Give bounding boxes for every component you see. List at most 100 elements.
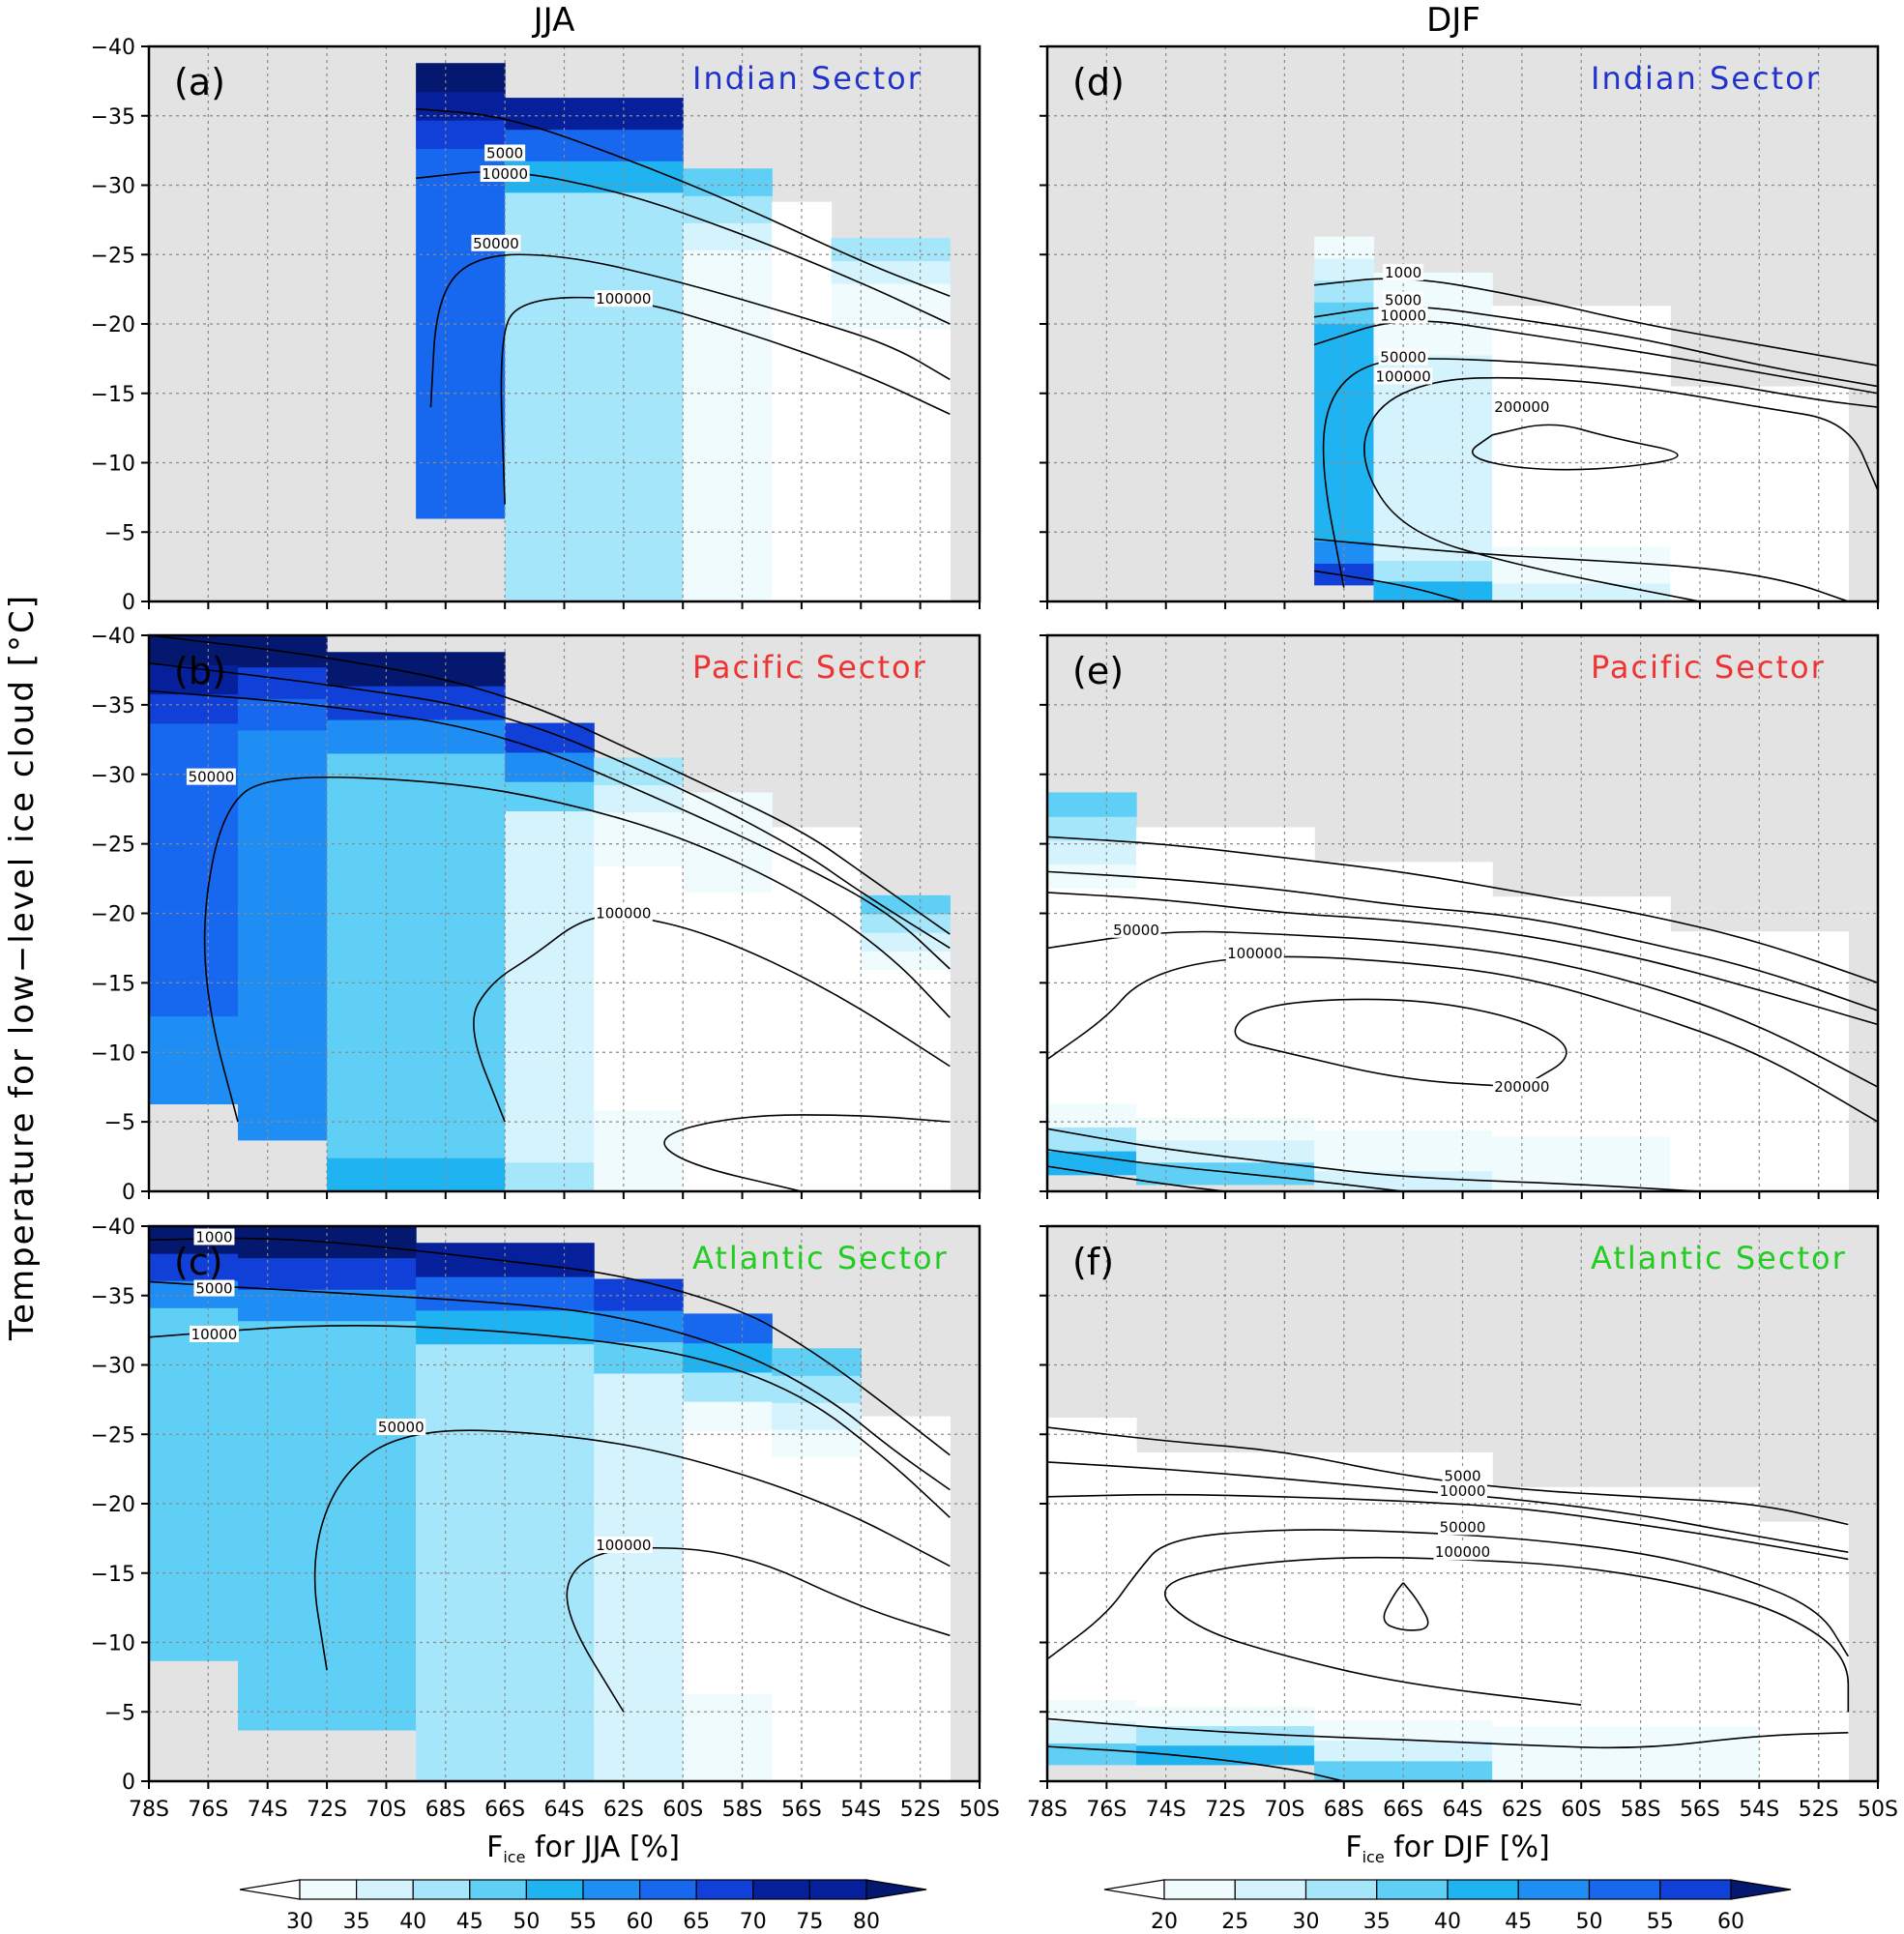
contour-label: 5000	[195, 1280, 232, 1298]
fice-cell	[149, 986, 239, 1017]
fice-cell	[594, 1082, 684, 1111]
fice-cell	[1492, 1043, 1671, 1064]
colorbar-tick-label: 75	[796, 1910, 823, 1934]
contour-label-bg	[1442, 1467, 1483, 1484]
fice-cell	[1136, 960, 1315, 984]
contour-label: 10000	[191, 1326, 238, 1343]
fice-cell	[772, 1538, 862, 1566]
fice-cell	[1373, 457, 1493, 480]
fice-cell	[683, 168, 773, 196]
fice-cell	[1047, 792, 1137, 817]
contours	[1047, 1426, 1850, 1781]
colorbar-segment	[752, 1879, 810, 1900]
fice-cell	[861, 932, 951, 952]
fice-cell	[1047, 1526, 1137, 1549]
colorbar-tick-label: 60	[627, 1910, 654, 1934]
fice-cell	[831, 420, 951, 444]
x-tick-label: 62S	[603, 1798, 644, 1822]
fice-cell	[1136, 1095, 1315, 1119]
x-tick-label: 64S	[1443, 1798, 1483, 1822]
fice-cell	[505, 1132, 595, 1163]
fice-cell	[1759, 1651, 1849, 1669]
contour-label-bg	[193, 1279, 235, 1297]
y-tick-label: 0	[122, 591, 135, 615]
fice-cell	[861, 1024, 951, 1044]
fice-cell	[683, 1141, 773, 1167]
fice-cell	[1047, 1547, 1137, 1570]
fice-cell	[1759, 1554, 1849, 1571]
fice-cell	[861, 951, 951, 970]
fice-cell	[238, 982, 328, 1014]
contour-label: 100000	[596, 905, 651, 923]
fice-cell	[683, 966, 773, 993]
fice-cell	[594, 1656, 684, 1688]
colorbar-segment	[1447, 1879, 1519, 1900]
contour-label-bg	[484, 144, 526, 161]
fice-cell	[1047, 1591, 1137, 1614]
fice-cell	[1314, 1740, 1493, 1762]
fice-cell	[149, 1578, 239, 1607]
fice-cell	[238, 1108, 328, 1141]
colorbar-tick-label: 45	[1505, 1910, 1532, 1934]
contours	[149, 635, 951, 1191]
colorbar-segment	[1304, 1879, 1378, 1900]
fice-cell	[1492, 454, 1671, 473]
fice-cell	[1314, 236, 1375, 259]
y-tick-label: −20	[91, 1493, 135, 1517]
fice-cell	[1492, 1725, 1760, 1745]
fice-cell	[149, 1606, 239, 1634]
fice-cell	[683, 1664, 773, 1694]
y-tick-label: −5	[104, 1701, 135, 1725]
colorbar-segment	[1234, 1879, 1307, 1900]
y-tick-label: −35	[91, 1285, 135, 1309]
y-tick-label: −15	[91, 1563, 135, 1587]
fice-cell	[1314, 1760, 1493, 1781]
contour-label-bg	[186, 768, 236, 785]
fice-cell	[1759, 1715, 1849, 1734]
sector-label: Pacific Sector	[1591, 649, 1826, 686]
fice-cell	[1047, 816, 1137, 841]
fice-cell	[1492, 1670, 1760, 1690]
x-tick-label: 76S	[188, 1798, 228, 1822]
fice-cell	[594, 1055, 684, 1084]
y-tick-label: −15	[91, 383, 135, 407]
y-tick-label: −5	[104, 521, 135, 545]
contour-line	[149, 689, 951, 970]
fice-cell	[861, 1621, 951, 1646]
y-tick-label: 0	[122, 1181, 135, 1205]
fice-cell	[238, 698, 328, 731]
contour-label: 100000	[1227, 945, 1282, 962]
fice-cell	[594, 1749, 684, 1781]
fice-cell	[772, 872, 862, 896]
contour-line	[1047, 1426, 1849, 1526]
fice-cell	[772, 1009, 862, 1033]
y-tick-label: −35	[91, 694, 135, 718]
x-tick-label: 72S	[307, 1798, 347, 1822]
fice-cell	[505, 1015, 595, 1046]
fice-cell	[1314, 345, 1375, 368]
fice-cell	[416, 489, 506, 519]
fice-cell	[831, 238, 951, 262]
colorbars: 30 35 40 45 50 55 60 65 70 75 80 Fice for JJA [%] 20…	[239, 1831, 1792, 1934]
fice-cell	[1492, 1688, 1760, 1709]
fice-cell	[594, 1372, 684, 1405]
fice-cell	[1759, 1667, 1849, 1685]
fice-cell	[416, 205, 506, 235]
fice-cell	[1670, 1012, 1849, 1030]
fice-cell	[831, 283, 951, 308]
fice-cell	[1492, 1597, 1760, 1617]
fice-cell	[683, 842, 773, 868]
fice-cell	[149, 693, 239, 724]
fice-cell	[1492, 1099, 1671, 1119]
fice-cell	[861, 987, 951, 1008]
fice-cell	[416, 432, 506, 462]
colorbar-tick-label: 20	[1151, 1910, 1178, 1934]
fice-cell	[1373, 560, 1493, 582]
colorbar-upper-extend	[865, 1879, 927, 1900]
fice-cell	[149, 1443, 239, 1472]
fice-cell	[505, 570, 684, 601]
contour-label: 50000	[1440, 1518, 1486, 1536]
fice-cell	[505, 317, 684, 351]
fice-cell	[238, 919, 328, 952]
